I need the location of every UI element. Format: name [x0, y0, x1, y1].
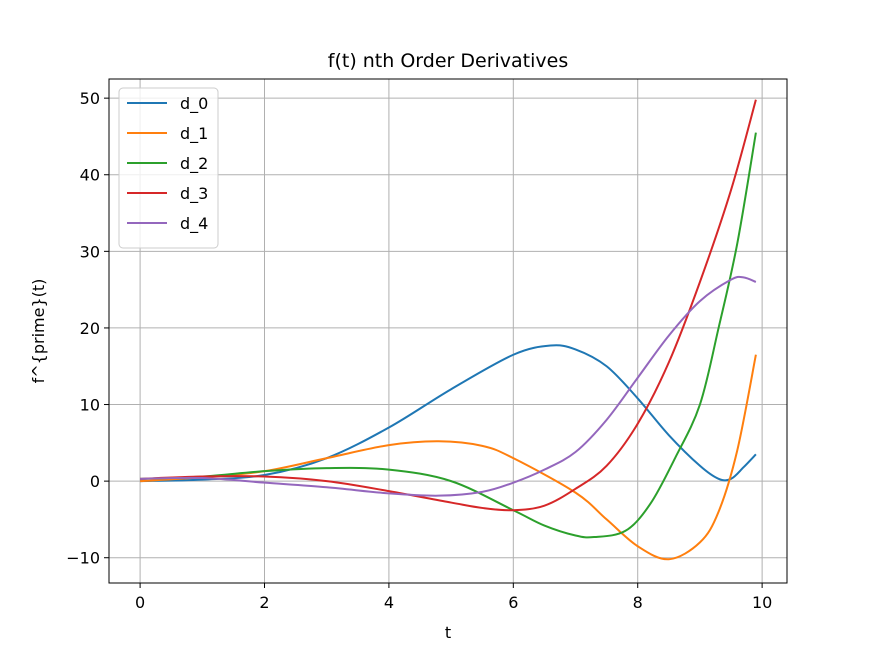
- y-axis-label: f^{prime}(t): [29, 279, 48, 384]
- chart-title: f(t) nth Order Derivatives: [328, 50, 568, 72]
- y-tick-label: −10: [66, 549, 100, 568]
- legend-label: d_2: [180, 154, 208, 174]
- x-tick-label: 6: [508, 593, 518, 612]
- x-axis-ticks: 0 2 4 6 8 10: [135, 583, 772, 612]
- y-tick-label: 0: [90, 472, 100, 491]
- series-line-d-0: [140, 344, 757, 483]
- x-tick-label: 8: [633, 593, 643, 612]
- legend-label: d_1: [180, 124, 208, 144]
- y-tick-label: 20: [80, 319, 100, 338]
- x-tick-label: 4: [384, 593, 394, 612]
- x-axis-label: t: [445, 623, 451, 642]
- y-tick-label: 30: [80, 242, 100, 261]
- x-tick-label: 10: [752, 593, 772, 612]
- x-tick-label: 2: [259, 593, 269, 612]
- series-line-d-4: [140, 275, 757, 497]
- plot-series: [140, 99, 757, 561]
- legend-box: [118, 87, 219, 249]
- legend-label: d_0: [180, 94, 208, 114]
- series-line-d-1: [140, 354, 757, 561]
- legend-label: d_3: [180, 184, 208, 204]
- x-tick-label: 0: [135, 593, 145, 612]
- series-line-d-3: [140, 99, 757, 512]
- y-tick-label: 10: [80, 396, 100, 415]
- y-tick-label: 50: [80, 89, 100, 108]
- legend: d_0 d_1 d_2 d_3 d_4: [118, 87, 219, 249]
- plot-frame: [108, 78, 788, 584]
- y-axis-ticks: −10 0 10 20 30 40 50: [66, 89, 109, 568]
- series-line-d-2: [140, 132, 757, 539]
- legend-label: d_4: [180, 214, 208, 234]
- y-tick-label: 40: [80, 166, 100, 185]
